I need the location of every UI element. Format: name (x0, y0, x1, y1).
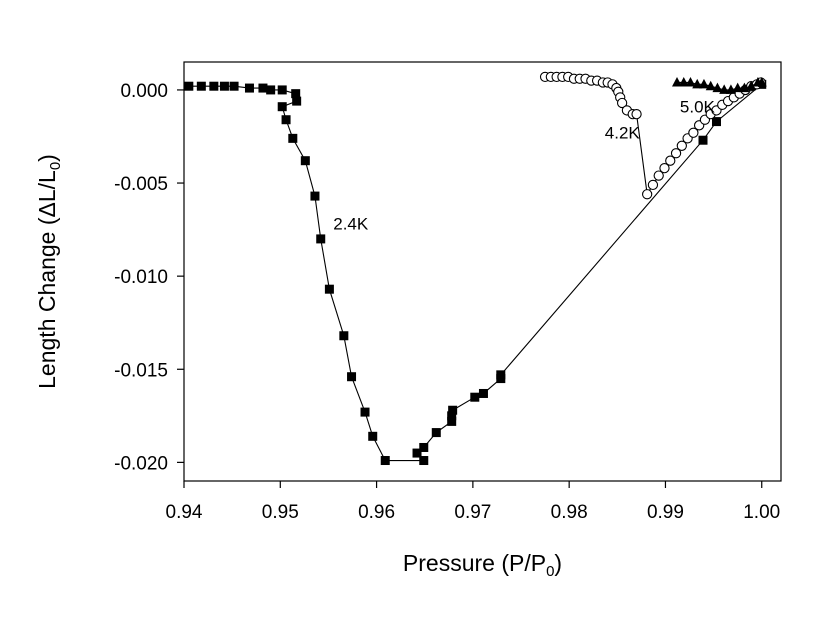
data-point (647, 179, 659, 191)
data-point (368, 431, 378, 441)
data-point (692, 78, 703, 89)
series-label-4.2K: 4.2K (605, 123, 641, 142)
plot-frame (183, 61, 782, 482)
data-point (258, 83, 268, 93)
data-point (431, 428, 441, 438)
data-point (732, 82, 743, 93)
data-point (229, 81, 239, 91)
data-point (196, 81, 206, 91)
x-tick-label: 0.97 (454, 502, 491, 523)
data-point (746, 80, 757, 91)
data-point (478, 388, 488, 398)
data-point (324, 284, 334, 294)
y-tick-label: 0.000 (120, 81, 168, 102)
x-axis-title: Pressure (P/P0) (403, 550, 562, 580)
data-point (347, 372, 357, 382)
data-point (419, 442, 429, 452)
data-point (291, 89, 301, 99)
data-point (281, 115, 291, 125)
y-tick-label: -0.010 (114, 267, 168, 288)
series-line-2.4K (188, 83, 763, 462)
series-line-4.2K (545, 76, 762, 196)
data-point (310, 191, 320, 201)
data-point (670, 148, 682, 159)
y-axis-title: Length Change (ΔL/L0) (34, 154, 64, 389)
data-point (360, 407, 370, 417)
axis-ticks (177, 89, 763, 488)
data-point (292, 96, 302, 106)
data-point (719, 84, 730, 94)
data-point (448, 405, 458, 415)
data-point (698, 78, 709, 89)
x-tick-label: 0.99 (647, 502, 684, 523)
series-label-5.0K: 5.0K (680, 97, 716, 116)
data-point (631, 108, 642, 120)
data-point (244, 83, 254, 93)
series-5.0K (672, 76, 767, 94)
data-point (316, 234, 326, 244)
data-point (653, 170, 664, 181)
data-point (277, 102, 287, 112)
x-tick-label: 0.96 (358, 502, 395, 523)
data-point (219, 81, 229, 91)
x-tick-label: 0.98 (551, 502, 588, 523)
series-label-2.4K: 2.4K (333, 215, 369, 234)
data-point (712, 82, 723, 93)
data-point (705, 80, 716, 91)
data-point (642, 189, 653, 200)
series-labels: 2.4K 4.2K 5.0K (333, 97, 715, 233)
data-point (676, 140, 687, 151)
data-point (209, 81, 219, 91)
data-point (496, 370, 506, 380)
data-point (659, 162, 670, 174)
axis-tick-labels: 0.94 0.95 0.96 0.97 0.98 0.99 1.00 0.000 -0.005 -… (114, 81, 780, 523)
data-point (380, 456, 390, 466)
data-point (277, 85, 287, 95)
series-layer (184, 71, 767, 466)
y-tick-label: -0.015 (114, 360, 168, 381)
data-point (184, 81, 194, 91)
data-point (672, 76, 683, 87)
x-tick-label: 0.95 (262, 502, 299, 523)
data-point (698, 135, 708, 145)
data-point (419, 456, 429, 466)
data-point (412, 448, 422, 458)
data-point (447, 411, 457, 421)
data-point (756, 76, 767, 87)
data-point (688, 127, 699, 138)
y-tick-label: -0.020 (114, 453, 168, 474)
series-2.4K (184, 79, 767, 466)
data-point (711, 117, 721, 127)
data-point (470, 392, 480, 402)
data-point (616, 97, 628, 109)
data-point (685, 76, 696, 87)
data-point (288, 133, 298, 143)
data-point (339, 331, 349, 341)
data-point (665, 155, 676, 166)
data-point (300, 156, 310, 166)
data-point (266, 85, 276, 95)
x-tick-label: 0.94 (166, 502, 203, 523)
data-point (678, 76, 689, 87)
data-point (447, 416, 457, 426)
y-tick-label: -0.005 (114, 174, 168, 195)
x-tick-label: 1.00 (743, 502, 780, 523)
